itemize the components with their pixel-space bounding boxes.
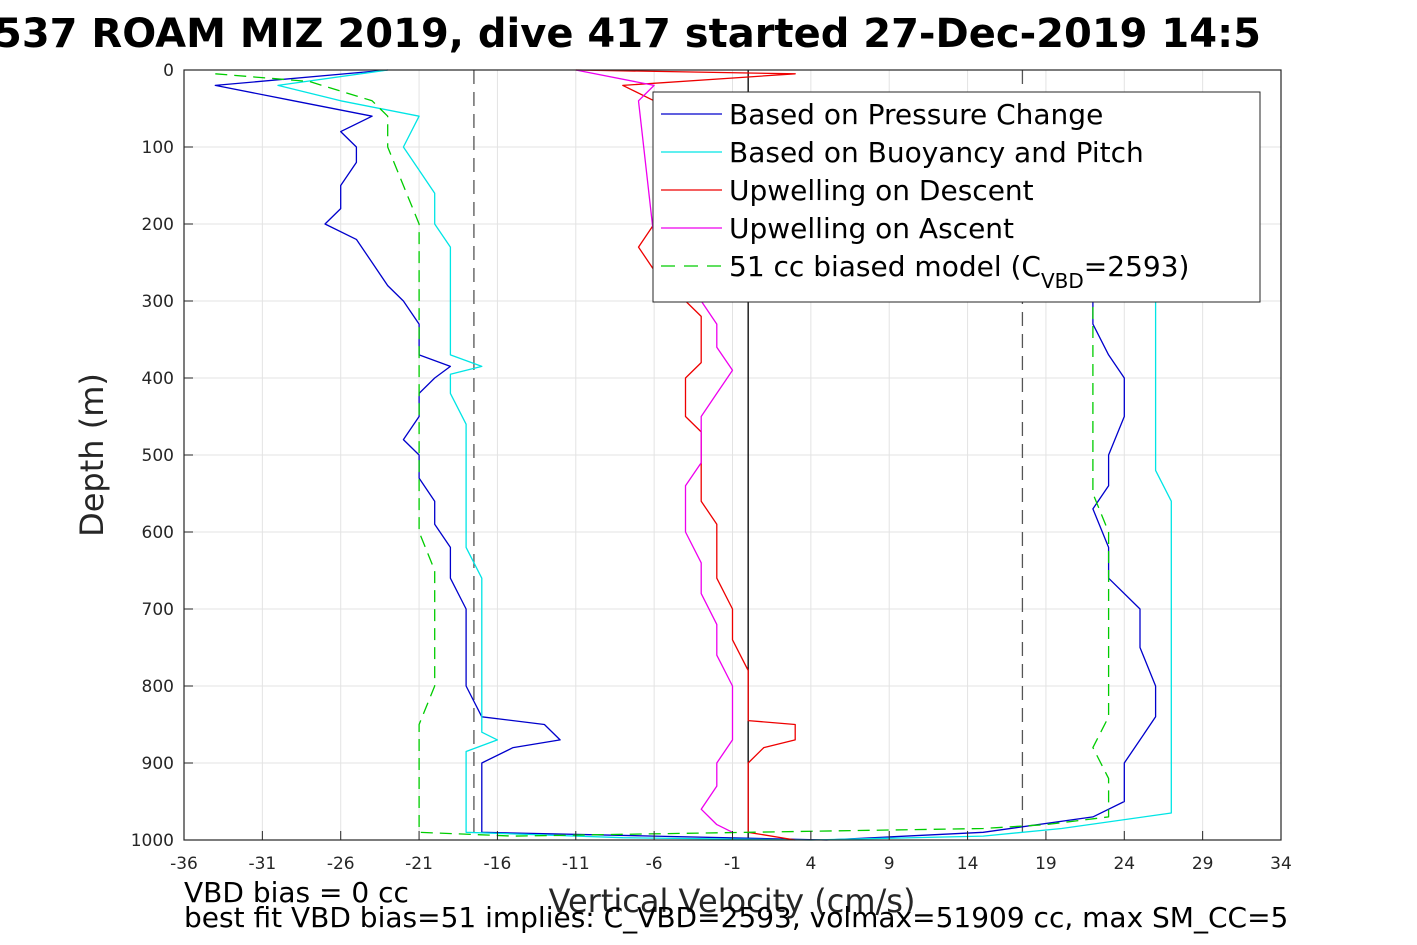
legend-label-text: Upwelling on Ascent [729,212,1014,245]
legend-label: Upwelling on Descent [729,174,1034,207]
legend-label: Based on Pressure Change [729,98,1103,131]
legend-label-subscript: VBD [1041,269,1084,293]
legend-label: Upwelling on Ascent [729,212,1014,245]
y-tick-label: 900 [142,754,174,774]
series-layer [214,69,1172,841]
y-tick-label: 200 [142,215,174,235]
series-line [215,73,1110,837]
legend-label: Based on Buoyancy and Pitch [729,136,1144,169]
y-tick-label: 800 [142,677,174,697]
x-tick-label: -16 [484,854,512,874]
x-tick-label: -31 [248,854,276,874]
y-tick-label: 700 [142,600,174,620]
y-tick-label: 500 [142,446,174,466]
x-axis-ticks: -36 -31 -26 -21 -16 -11 -6 -1 4 9 14 19 24 29 34 [170,831,1292,874]
x-tick-label: 29 [1192,854,1214,874]
y-tick-label: 400 [142,369,174,389]
legend-box [652,91,1261,303]
legend-label-text: Based on Pressure Change [729,98,1103,131]
x-tick-label: 34 [1270,854,1292,874]
footer-line-1: VBD bias = 0 cc [184,876,409,909]
x-tick-label: -21 [405,854,433,874]
y-tick-label: 300 [142,292,174,312]
legend-label-suffix: =2593) [1084,250,1190,283]
y-axis-ticks: 0 100 200 300 400 500 600 700 800 900 1000 [131,61,193,851]
x-tick-label: -26 [327,854,355,874]
y-tick-label: 1000 [131,831,174,851]
x-tick-label: -6 [646,854,663,874]
series-line [277,69,1172,841]
x-tick-label: 19 [1035,854,1057,874]
legend-label-text: Upwelling on Descent [729,174,1034,207]
legend: Based on Pressure Change Based on Buoyanc… [652,91,1261,303]
x-tick-label: -1 [724,854,741,874]
series-line [575,69,796,841]
y-tick-label: 0 [163,61,174,81]
x-tick-label: -11 [562,854,590,874]
footer-line-2: best fit VBD bias=51 implies: C_VBD=2593… [184,901,1288,934]
series-line [214,69,1157,841]
x-tick-label: 24 [1113,854,1135,874]
x-tick-label: 9 [884,854,895,874]
x-axis-title: Vertical Velocity (cm/s) [549,882,916,920]
legend-label-text: 51 cc biased model (C [729,250,1041,283]
x-tick-label: 4 [805,854,816,874]
y-axis-title: Depth (m) [73,373,111,537]
x-tick-label: 14 [957,854,979,874]
y-tick-label: 100 [142,138,174,158]
x-tick-label: -36 [170,854,198,874]
legend-label: 51 cc biased model (CVBD=2593) [729,250,1189,293]
legend-label-text: Based on Buoyancy and Pitch [729,136,1144,169]
chart-title: 537 ROAM MIZ 2019, dive 417 started 27-D… [0,11,1261,57]
y-tick-label: 600 [142,523,174,543]
